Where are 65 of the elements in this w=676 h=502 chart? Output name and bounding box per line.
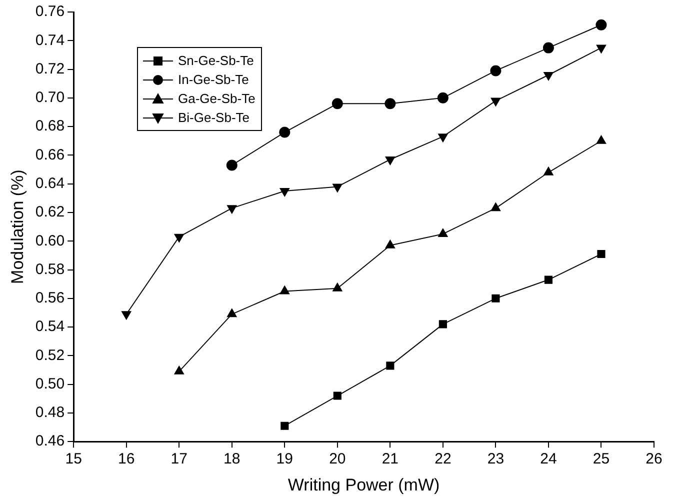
- x-tick-label: 20: [329, 450, 346, 468]
- point: [596, 44, 606, 54]
- point: [544, 276, 553, 284]
- point: [227, 308, 237, 318]
- y-tick-label: 0.58: [35, 260, 65, 278]
- x-tick-label: 21: [382, 450, 399, 468]
- point: [490, 202, 501, 212]
- x-tick-label: 16: [118, 450, 135, 468]
- point: [490, 65, 502, 76]
- y-tick-label: 0.46: [35, 432, 65, 450]
- point: [226, 160, 238, 171]
- x-tick-label: 25: [592, 450, 610, 468]
- y-tick-label: 0.52: [35, 346, 65, 364]
- legend-label: Ga-Ge-Sb-Te: [178, 90, 256, 108]
- x-tick-label: 18: [224, 450, 240, 468]
- point: [174, 366, 184, 374]
- x-axis-title: Writing Power (mW): [288, 475, 440, 494]
- point: [385, 240, 396, 248]
- point: [490, 98, 501, 106]
- point: [438, 320, 447, 328]
- point: [385, 156, 396, 165]
- point: [332, 282, 342, 292]
- x-tick-label: 15: [65, 450, 82, 468]
- point: [280, 422, 289, 430]
- point: [227, 205, 237, 214]
- y-tick-label: 0.76: [35, 3, 65, 20]
- y-tick-label: 0.56: [35, 290, 65, 307]
- point: [332, 98, 343, 110]
- point: [386, 362, 394, 370]
- y-tick-label: 0.50: [35, 375, 65, 392]
- x-tick-label: 17: [170, 450, 188, 468]
- y-axis-title: Modulation (%): [8, 170, 27, 284]
- x-tick-label: 26: [646, 450, 662, 468]
- x-tick-label: 24: [540, 450, 557, 468]
- point: [384, 98, 396, 110]
- point: [596, 19, 607, 30]
- y-tick-label: 0.70: [35, 89, 65, 106]
- point: [597, 250, 606, 258]
- y-tick-label: 0.68: [35, 118, 65, 135]
- legend-label: Sn-Ge-Sb-Te: [178, 52, 254, 70]
- point: [280, 188, 290, 196]
- y-tick-label: 0.66: [35, 146, 65, 164]
- point: [280, 286, 290, 294]
- point: [332, 184, 342, 192]
- point: [438, 134, 448, 142]
- legend-label: Bi-Ge-Sb-Te: [178, 109, 250, 127]
- point: [174, 234, 184, 242]
- point: [492, 294, 500, 302]
- point: [438, 228, 448, 237]
- y-tick-label: 0.62: [35, 204, 65, 221]
- y-tick-label: 0.60: [35, 232, 65, 250]
- point: [544, 72, 554, 81]
- y-tick-label: 0.72: [35, 60, 65, 78]
- x-tick-label: 23: [487, 450, 504, 468]
- point: [333, 392, 342, 400]
- y-tick-label: 0.64: [35, 174, 65, 192]
- y-tick-label: 0.54: [35, 318, 65, 336]
- x-tick-label: 22: [434, 450, 452, 468]
- legend-label: In-Ge-Sb-Te: [178, 71, 249, 89]
- point: [437, 92, 448, 104]
- point: [542, 42, 554, 54]
- point: [279, 126, 290, 138]
- y-tick-label: 0.74: [35, 32, 65, 49]
- x-tick-label: 19: [276, 450, 293, 468]
- y-tick-label: 0.48: [35, 404, 65, 422]
